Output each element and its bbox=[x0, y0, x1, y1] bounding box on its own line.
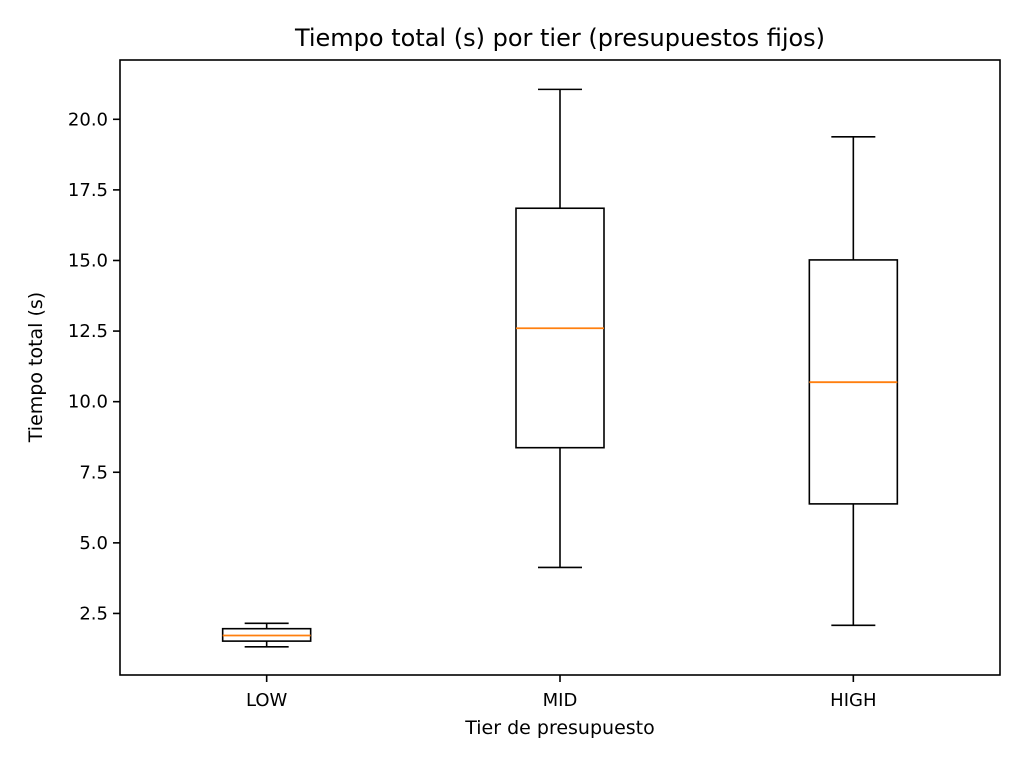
y-tick-label: 12.5 bbox=[68, 321, 108, 342]
y-tick-label: 5.0 bbox=[79, 533, 108, 554]
y-tick-label: 7.5 bbox=[79, 462, 108, 483]
x-tick-label: HIGH bbox=[830, 690, 876, 711]
y-tick-label: 20.0 bbox=[68, 109, 108, 130]
x-tick-label: MID bbox=[543, 690, 578, 711]
y-tick-label: 15.0 bbox=[68, 250, 108, 271]
x-axis-label: Tier de presupuesto bbox=[464, 717, 654, 739]
y-tick-label: 2.5 bbox=[79, 603, 108, 624]
y-axis-label: Tiempo total (s) bbox=[25, 292, 47, 443]
chart-title: Tiempo total (s) por tier (presupuestos … bbox=[294, 24, 825, 52]
y-tick-label: 10.0 bbox=[68, 392, 108, 413]
y-tick-label: 17.5 bbox=[68, 180, 108, 201]
plot-area: 2.5 5.0 7.5 10.0 12.5 15.0 17.5 20.0 LOW MID HIGH bbox=[68, 59, 1001, 711]
x-tick-label: LOW bbox=[246, 690, 288, 711]
